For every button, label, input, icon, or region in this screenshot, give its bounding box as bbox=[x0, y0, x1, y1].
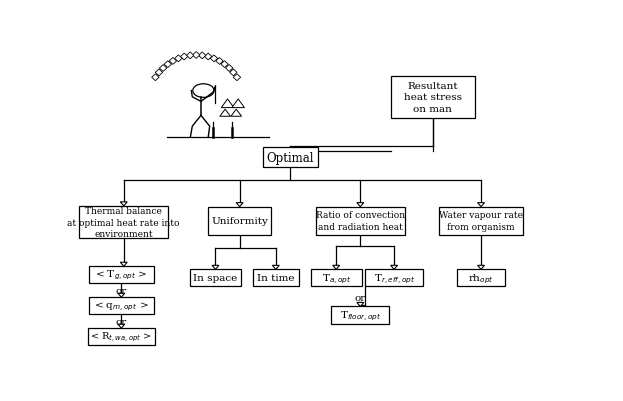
Polygon shape bbox=[186, 53, 194, 60]
Polygon shape bbox=[118, 294, 125, 298]
Text: Thermal balance
at optimal heat rate into
environment: Thermal balance at optimal heat rate int… bbox=[67, 207, 180, 239]
Polygon shape bbox=[391, 265, 397, 269]
Text: < q$_{m,opt}$ >: < q$_{m,opt}$ > bbox=[94, 300, 149, 312]
Polygon shape bbox=[231, 110, 242, 117]
FancyBboxPatch shape bbox=[87, 328, 155, 345]
Text: Optimal: Optimal bbox=[267, 151, 314, 164]
Polygon shape bbox=[155, 70, 163, 77]
Polygon shape bbox=[120, 203, 127, 207]
FancyBboxPatch shape bbox=[365, 269, 423, 287]
Text: In space: In space bbox=[193, 273, 237, 283]
Polygon shape bbox=[193, 53, 200, 59]
Polygon shape bbox=[226, 65, 233, 72]
Text: T$_{r,eff,opt}$: T$_{r,eff,opt}$ bbox=[374, 271, 415, 285]
Polygon shape bbox=[210, 56, 217, 63]
Polygon shape bbox=[204, 54, 212, 61]
Polygon shape bbox=[221, 62, 228, 69]
Text: rh$_{opt}$: rh$_{opt}$ bbox=[468, 271, 494, 285]
FancyBboxPatch shape bbox=[311, 269, 361, 287]
Polygon shape bbox=[216, 59, 223, 65]
Polygon shape bbox=[164, 62, 171, 69]
Polygon shape bbox=[232, 100, 244, 108]
Text: In time: In time bbox=[257, 273, 295, 283]
Polygon shape bbox=[120, 263, 127, 267]
FancyBboxPatch shape bbox=[253, 269, 299, 287]
Text: Uniformity: Uniformity bbox=[211, 217, 268, 225]
Text: Resultant
heat stress
on man: Resultant heat stress on man bbox=[404, 82, 462, 113]
FancyBboxPatch shape bbox=[331, 307, 389, 324]
Text: < T$_{g,opt}$ >: < T$_{g,opt}$ > bbox=[95, 268, 148, 282]
Polygon shape bbox=[151, 75, 159, 81]
Polygon shape bbox=[212, 265, 219, 269]
FancyBboxPatch shape bbox=[316, 207, 405, 235]
FancyBboxPatch shape bbox=[262, 148, 318, 168]
FancyBboxPatch shape bbox=[79, 207, 168, 239]
Polygon shape bbox=[357, 203, 364, 207]
Polygon shape bbox=[169, 59, 177, 65]
FancyBboxPatch shape bbox=[88, 267, 154, 284]
Polygon shape bbox=[478, 265, 485, 269]
Text: Water vapour rate
from organism: Water vapour rate from organism bbox=[439, 211, 523, 231]
Polygon shape bbox=[478, 203, 485, 207]
Polygon shape bbox=[230, 70, 237, 77]
Text: or: or bbox=[116, 286, 127, 295]
Text: T$_{a,opt}$: T$_{a,opt}$ bbox=[321, 271, 351, 285]
Text: < R$_{t,wa,opt}$ >: < R$_{t,wa,opt}$ > bbox=[90, 330, 152, 344]
Polygon shape bbox=[236, 203, 243, 207]
Polygon shape bbox=[272, 265, 279, 269]
Polygon shape bbox=[174, 56, 182, 63]
Polygon shape bbox=[233, 75, 240, 81]
FancyBboxPatch shape bbox=[208, 207, 271, 235]
Polygon shape bbox=[118, 324, 125, 328]
Polygon shape bbox=[221, 100, 234, 108]
Text: or: or bbox=[116, 317, 127, 326]
FancyBboxPatch shape bbox=[439, 207, 523, 235]
FancyBboxPatch shape bbox=[190, 269, 241, 287]
FancyBboxPatch shape bbox=[391, 77, 475, 118]
Text: or: or bbox=[354, 293, 366, 302]
Text: T$_{floor,opt}$: T$_{floor,opt}$ bbox=[340, 308, 381, 322]
Polygon shape bbox=[220, 110, 231, 117]
Polygon shape bbox=[199, 53, 206, 60]
Polygon shape bbox=[333, 265, 340, 269]
Text: Ratio of convection
and radiation heat: Ratio of convection and radiation heat bbox=[316, 211, 405, 231]
FancyBboxPatch shape bbox=[88, 298, 154, 314]
Polygon shape bbox=[357, 303, 364, 307]
Polygon shape bbox=[181, 54, 188, 61]
FancyBboxPatch shape bbox=[457, 269, 505, 287]
Polygon shape bbox=[159, 65, 167, 72]
